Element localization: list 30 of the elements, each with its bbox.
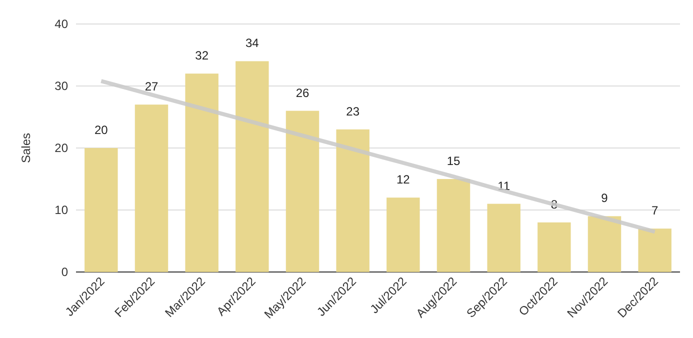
bar [538,222,571,272]
data-label: 7 [651,204,658,218]
bar [185,74,218,272]
y-tick-label: 30 [54,79,68,93]
y-tick-label: 40 [54,17,68,31]
data-label: 27 [144,80,158,94]
y-tick-label: 10 [54,203,68,217]
bar [236,61,269,272]
bar [638,228,672,272]
data-label: 15 [446,154,460,168]
data-label: 11 [498,178,510,193]
data-label: 8 [550,197,558,212]
data-label: 32 [195,48,209,63]
bar [487,204,520,272]
data-label: 20 [94,123,108,137]
bar [336,129,370,272]
y-tick-label: 0 [61,265,68,279]
bar [134,104,168,272]
data-label: 26 [296,86,310,100]
bar [436,179,470,272]
bar [386,198,420,272]
data-label: 12 [396,172,410,187]
data-label: 9 [601,191,608,206]
data-label: 34 [245,36,260,50]
bar [286,110,320,272]
data-label: 23 [346,104,360,118]
bar [588,216,622,272]
bar [84,148,118,272]
y-tick-label: 20 [54,141,68,155]
y-axis-title: Sales [19,132,33,164]
